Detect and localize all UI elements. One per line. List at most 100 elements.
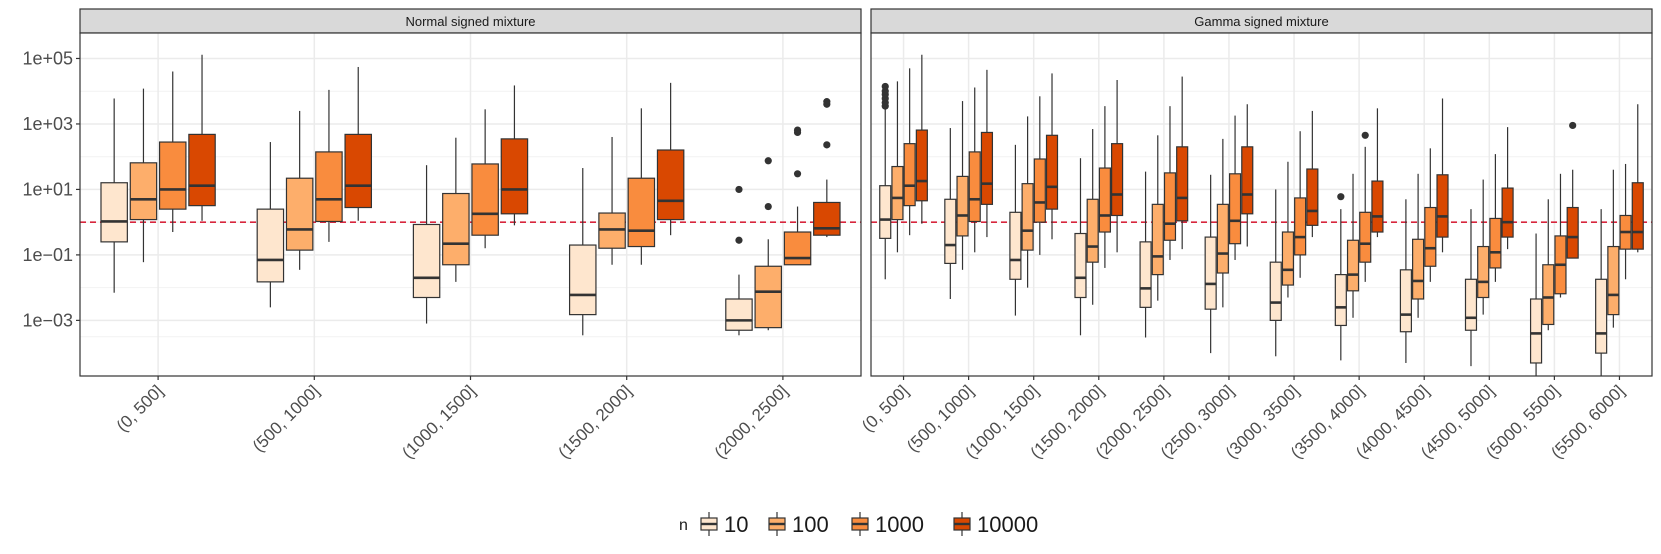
box <box>1595 278 1608 354</box>
box <box>1139 241 1152 308</box>
box <box>1241 146 1254 215</box>
box-n10 <box>1074 158 1087 336</box>
box-n1000 <box>471 109 499 249</box>
box <box>1464 278 1478 331</box>
outlier-point <box>1361 131 1369 139</box>
box-n10 <box>725 185 753 336</box>
x-tick-label: (0, 500] <box>858 381 912 435</box>
legend-label: 10 <box>724 512 748 537</box>
box <box>1436 174 1449 238</box>
box <box>1163 172 1177 241</box>
panel-strip <box>79 8 862 34</box>
box <box>188 133 216 207</box>
box <box>1033 158 1046 223</box>
panel-title: Gamma signed mixture <box>1194 14 1328 29</box>
box-n10000 <box>1045 73 1059 240</box>
box <box>1501 187 1514 238</box>
box-n1000 <box>1619 163 1632 280</box>
box <box>725 298 753 331</box>
box-n10 <box>944 128 957 299</box>
category-group <box>568 82 685 336</box>
box-n1000 <box>1294 131 1307 278</box>
legend-item-10000: 10000 <box>953 512 1038 537</box>
box-n1000 <box>1033 96 1046 255</box>
panel-background <box>871 33 1652 376</box>
legend-item-100: 100 <box>768 512 829 537</box>
box-n1000 <box>1098 106 1111 268</box>
box-n10 <box>1334 193 1347 361</box>
box-n1000 <box>315 89 343 242</box>
box <box>813 201 841 236</box>
x-tick-label: (0, 500] <box>113 381 167 435</box>
box <box>1566 206 1579 259</box>
box-n10 <box>1009 144 1022 316</box>
box-n100 <box>1151 135 1164 301</box>
panel-border <box>870 32 1653 377</box>
box <box>1216 203 1229 274</box>
box-n10000 <box>1566 121 1579 259</box>
outlier-point <box>735 236 743 244</box>
box-n100 <box>1412 173 1425 318</box>
outlier-point <box>793 170 802 178</box>
category-group <box>1074 80 1124 336</box>
box-n10000 <box>656 82 685 236</box>
box-n10 <box>568 168 597 336</box>
box-n1000 <box>968 87 981 253</box>
box <box>1371 180 1384 233</box>
box <box>915 129 928 202</box>
box <box>412 223 441 299</box>
category-group <box>1529 121 1579 376</box>
box <box>903 143 916 207</box>
category-group <box>1399 98 1449 363</box>
box <box>568 244 597 316</box>
box <box>1306 168 1319 226</box>
panel-2: Gamma signed mixture (0, 500](500, 1000](… <box>858 8 1653 462</box>
category-group <box>1464 127 1514 367</box>
panel-1: Normal signed mixture (0, 500] (500, 1000]… <box>22 8 862 462</box>
box <box>285 177 314 251</box>
box <box>1542 264 1555 326</box>
box <box>1176 146 1189 222</box>
box <box>1489 217 1502 269</box>
legend-title: n <box>679 517 688 534</box>
box-n10000 <box>1631 104 1644 253</box>
box-n10000 <box>500 85 529 226</box>
y-tick-label: 1e+01 <box>22 179 73 199</box>
category-group <box>100 54 216 293</box>
box-n10 <box>412 165 441 324</box>
box <box>1346 239 1360 292</box>
box <box>1334 274 1347 327</box>
box <box>344 133 373 209</box>
box <box>1607 245 1620 316</box>
box-n10 <box>256 142 285 308</box>
box <box>500 138 529 215</box>
outlier-point <box>793 126 802 134</box>
outlier-point <box>823 98 831 106</box>
box <box>1424 206 1437 267</box>
box <box>129 162 158 221</box>
box <box>1631 182 1644 250</box>
gridlines <box>871 33 1652 376</box>
box-n100 <box>1021 116 1034 288</box>
box-n10000 <box>980 69 994 238</box>
box <box>1074 232 1087 299</box>
x-tick-label: (500, 1000] <box>249 381 323 455</box>
box-n10000 <box>344 66 373 221</box>
x-tick-label: (2000, 2500] <box>711 381 792 462</box>
box-n1000 <box>158 71 187 233</box>
box <box>100 182 128 243</box>
gridlines <box>80 33 861 376</box>
legend-label: 100 <box>792 512 829 537</box>
category-group <box>412 85 529 324</box>
box <box>1098 167 1111 233</box>
box <box>1228 173 1242 245</box>
category-group <box>1269 110 1319 357</box>
box <box>1269 261 1282 321</box>
category-group <box>1595 104 1644 376</box>
category-group <box>944 69 994 299</box>
box-n100 <box>1281 161 1295 298</box>
box-n100 <box>285 110 314 270</box>
box-n1000 <box>1359 131 1372 282</box>
category-group <box>1204 104 1254 354</box>
y-axis: 1e−03 1e−01 1e+01 1e+03 1e+05 <box>22 48 80 330</box>
